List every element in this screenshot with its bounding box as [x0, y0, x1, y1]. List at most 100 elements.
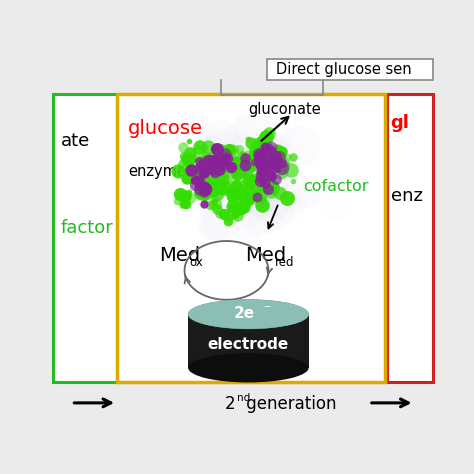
Point — [260, 181, 268, 188]
Point — [273, 152, 280, 160]
Bar — [188, 314, 309, 368]
Point — [259, 164, 266, 171]
Point — [279, 164, 286, 172]
Point — [179, 143, 186, 150]
Text: 2: 2 — [225, 395, 236, 413]
Point — [243, 194, 251, 201]
Point — [252, 149, 259, 156]
Point — [260, 183, 268, 191]
Point — [271, 153, 278, 161]
Point — [289, 153, 297, 161]
Point — [223, 192, 230, 200]
Point — [274, 144, 282, 151]
Point — [277, 168, 284, 175]
Point — [183, 174, 191, 182]
Point — [206, 150, 214, 157]
Point — [182, 192, 189, 200]
Point — [204, 179, 211, 187]
Text: glucose: glucose — [128, 118, 203, 137]
Point — [250, 193, 257, 201]
Point — [187, 166, 194, 174]
Point — [261, 214, 269, 222]
Point — [252, 146, 259, 153]
Point — [229, 202, 237, 210]
Point — [265, 147, 273, 155]
Point — [255, 162, 263, 170]
Point — [235, 145, 243, 153]
Point — [275, 161, 283, 168]
Point — [212, 174, 220, 182]
Point — [218, 183, 225, 191]
Point — [242, 198, 250, 205]
Point — [212, 190, 219, 198]
Point — [215, 210, 223, 218]
Point — [220, 171, 228, 179]
Point — [246, 190, 253, 197]
Point — [185, 154, 192, 162]
Point — [242, 168, 250, 176]
Point — [229, 157, 237, 165]
Bar — [117, 94, 385, 383]
Text: factor: factor — [61, 219, 113, 237]
Point — [276, 147, 283, 155]
Point — [235, 164, 242, 171]
Point — [203, 173, 211, 181]
Point — [224, 216, 231, 223]
Point — [256, 151, 264, 159]
Point — [257, 191, 264, 199]
Point — [211, 144, 219, 151]
Point — [239, 154, 247, 161]
Point — [256, 152, 264, 159]
Point — [211, 158, 219, 165]
Point — [200, 183, 208, 191]
Point — [211, 201, 219, 208]
Point — [185, 137, 192, 145]
Point — [233, 170, 241, 178]
Point — [220, 144, 228, 152]
Point — [247, 194, 255, 202]
Point — [191, 182, 199, 189]
Point — [209, 166, 216, 173]
Point — [270, 186, 277, 193]
Point — [245, 182, 253, 190]
Point — [259, 201, 266, 209]
Point — [213, 180, 221, 188]
Point — [263, 143, 271, 150]
Point — [214, 170, 221, 177]
Point — [224, 217, 232, 224]
Point — [202, 158, 210, 166]
Point — [257, 155, 264, 163]
Point — [215, 154, 223, 162]
Point — [259, 180, 267, 188]
Point — [197, 189, 204, 197]
Point — [270, 187, 278, 195]
Point — [211, 195, 219, 202]
Point — [225, 146, 232, 154]
Point — [258, 137, 266, 145]
Point — [217, 165, 224, 173]
Point — [197, 144, 204, 151]
Point — [243, 182, 251, 190]
Point — [201, 165, 208, 173]
Point — [198, 162, 206, 170]
Point — [174, 167, 182, 175]
Point — [204, 160, 212, 167]
Point — [263, 151, 271, 158]
Point — [255, 154, 263, 162]
Point — [246, 177, 254, 185]
Point — [260, 151, 267, 159]
Point — [179, 200, 187, 208]
Point — [264, 146, 272, 154]
Point — [258, 168, 266, 176]
Point — [257, 197, 265, 205]
Point — [180, 152, 188, 160]
Point — [202, 162, 210, 169]
Point — [297, 142, 304, 150]
Point — [257, 149, 265, 156]
Point — [284, 154, 292, 161]
Text: enz: enz — [391, 187, 423, 205]
Point — [210, 218, 217, 226]
Text: Direct glucose sen: Direct glucose sen — [276, 62, 411, 77]
Point — [228, 164, 236, 172]
Point — [239, 207, 246, 215]
